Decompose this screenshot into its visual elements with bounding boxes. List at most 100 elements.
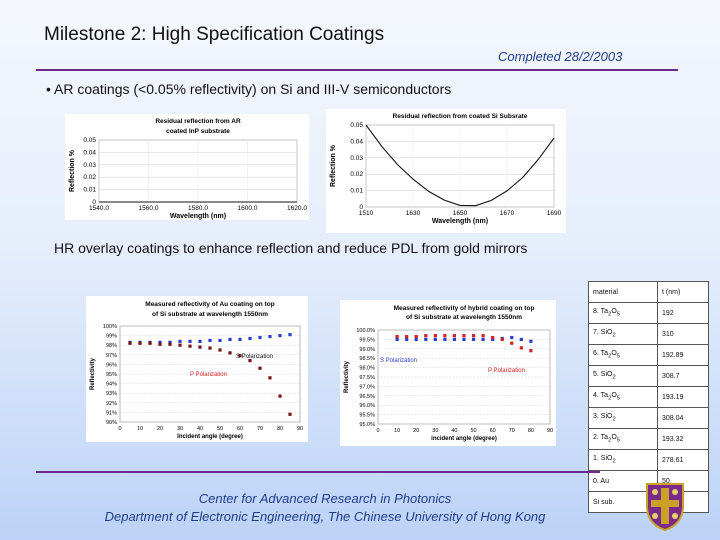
thickness-cell: 308.7	[657, 365, 709, 387]
x-tick-label: 1690	[547, 210, 562, 217]
data-point	[519, 337, 523, 341]
y-tick-label: 99.0%	[359, 347, 375, 353]
data-point	[278, 394, 282, 398]
university-crest-icon	[644, 480, 686, 536]
y-tick-label: 90%	[106, 420, 117, 426]
data-point	[452, 337, 457, 341]
data-point	[424, 334, 428, 338]
x-tick-label: 1670	[500, 210, 515, 217]
data-point	[510, 335, 514, 340]
data-point	[248, 358, 252, 363]
thickness-cell: 192	[657, 302, 709, 324]
x-axis-label: Wavelength (nm)	[170, 213, 226, 220]
material-cell: 2. Ta2O5	[588, 428, 658, 450]
chart-au-reflectivity: Measured reflectivity of Au coating on t…	[86, 296, 308, 442]
y-tick-label: 95.0%	[359, 422, 375, 428]
data-point	[218, 338, 222, 342]
data-point	[405, 334, 409, 339]
data-point	[218, 348, 222, 352]
data-point	[168, 342, 172, 346]
data-point	[278, 334, 282, 338]
data-point	[268, 334, 272, 339]
y-tick-label: 0	[359, 204, 363, 211]
table-row: 5. SiO2 308.7	[588, 365, 709, 387]
data-point	[433, 337, 437, 341]
table-row: 6. Ta2O5 192.89	[588, 344, 709, 366]
data-point	[258, 366, 262, 370]
data-point	[395, 337, 399, 341]
x-tick-label: 1630	[406, 210, 421, 217]
data-point	[288, 412, 292, 416]
material-cell: 8. Ta2O5	[588, 302, 658, 324]
series-line	[365, 124, 555, 207]
data-point	[188, 344, 192, 348]
x-tick-label: 0	[376, 428, 379, 434]
data-point	[443, 337, 447, 341]
data-point	[452, 334, 457, 338]
data-point	[471, 337, 476, 341]
y-tick-label: 97.5%	[359, 375, 375, 381]
header-cell: material	[588, 281, 658, 303]
x-tick-label: 1620.0	[287, 205, 307, 212]
y-axis-label: Reflection %	[330, 144, 337, 187]
data-point	[258, 335, 262, 340]
data-point	[414, 334, 418, 339]
material-cell: 7. SiO2	[588, 323, 658, 345]
y-tick-label: 100%	[103, 324, 117, 330]
thickness-cell: 192.89	[657, 344, 709, 366]
y-tick-label: 0.01	[83, 187, 96, 194]
data-point	[198, 339, 202, 343]
y-tick-label: 99.5%	[359, 337, 375, 343]
header-cell: t (nm)	[657, 281, 709, 303]
data-point	[529, 349, 533, 353]
data-point	[395, 334, 399, 339]
chart-title: coated InP substrate	[166, 128, 230, 135]
data-point	[238, 354, 242, 358]
table-row: 2. Ta2O5 193.32	[588, 428, 709, 450]
y-tick-label: 92%	[106, 401, 117, 407]
y-tick-label: 97.0%	[359, 384, 375, 390]
layer-table-header: material t (nm)	[588, 281, 709, 303]
y-tick-label: 0.05	[350, 122, 363, 129]
data-point	[414, 337, 418, 341]
x-tick-label: 50	[217, 426, 223, 432]
data-point	[188, 339, 192, 343]
data-point	[471, 334, 476, 338]
x-tick-label: 1560.0	[139, 205, 159, 212]
data-point	[148, 341, 152, 345]
data-point	[491, 337, 495, 341]
data-point	[168, 340, 172, 344]
footer-rule	[36, 471, 600, 473]
material-cell: 4. Ta2O5	[588, 386, 658, 408]
y-tick-label: 98.0%	[359, 366, 375, 372]
chart-title: of Si substrate at wavelength 1550nm	[406, 314, 522, 321]
y-tick-label: 0	[92, 199, 96, 206]
y-axis-label: Reflectivity	[344, 360, 350, 393]
data-point	[138, 341, 142, 345]
data-point	[443, 334, 447, 338]
x-tick-label: 20	[157, 426, 163, 432]
data-point	[228, 337, 232, 342]
data-point	[178, 343, 182, 347]
x-tick-label: 20	[413, 428, 419, 434]
data-point	[500, 337, 504, 341]
y-tick-label: 0.04	[350, 138, 363, 145]
footer-department: Department of Electronic Engineering, Th…	[104, 509, 546, 524]
data-point	[510, 341, 514, 345]
data-point	[198, 345, 202, 349]
y-tick-label: 0.03	[83, 162, 96, 169]
y-tick-label: 96.0%	[359, 403, 375, 409]
y-tick-label: 0.02	[83, 174, 96, 181]
thickness-cell: 310	[657, 323, 709, 345]
y-tick-label: 0.04	[83, 149, 96, 156]
y-axis-label: Reflectivity	[90, 357, 96, 390]
chart-title: Residual reflection from AR	[155, 118, 241, 125]
y-tick-label: 96.5%	[359, 394, 375, 400]
x-tick-label: 50	[470, 428, 476, 434]
x-tick-label: 70	[257, 426, 263, 432]
plot-area	[377, 329, 551, 425]
x-tick-label: 10	[137, 426, 143, 432]
y-tick-label: 97%	[106, 353, 117, 359]
y-tick-label: 94%	[106, 382, 117, 388]
chart-title: Measured reflectivity of Au coating on t…	[145, 301, 274, 308]
